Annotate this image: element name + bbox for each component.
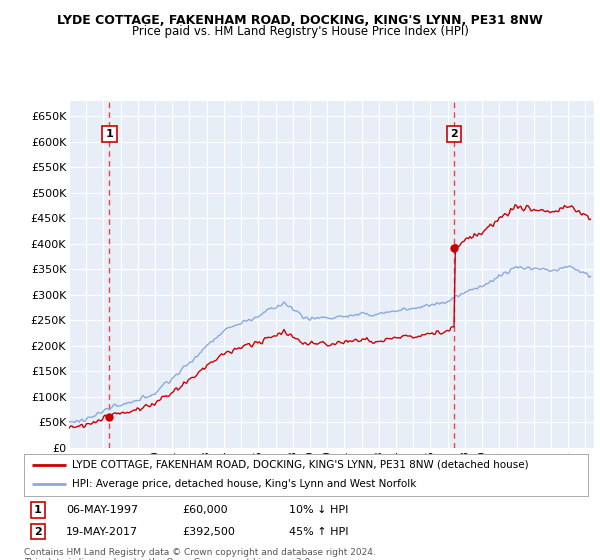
Text: 1: 1 (34, 505, 42, 515)
Text: Price paid vs. HM Land Registry's House Price Index (HPI): Price paid vs. HM Land Registry's House … (131, 25, 469, 38)
Text: HPI: Average price, detached house, King's Lynn and West Norfolk: HPI: Average price, detached house, King… (72, 479, 416, 489)
Text: 2: 2 (34, 527, 42, 536)
Text: £392,500: £392,500 (182, 527, 235, 536)
Text: £60,000: £60,000 (182, 505, 227, 515)
Text: Contains HM Land Registry data © Crown copyright and database right 2024.
This d: Contains HM Land Registry data © Crown c… (24, 548, 376, 560)
Text: 06-MAY-1997: 06-MAY-1997 (66, 505, 139, 515)
Text: 19-MAY-2017: 19-MAY-2017 (66, 527, 139, 536)
Text: 1: 1 (106, 129, 113, 139)
Text: LYDE COTTAGE, FAKENHAM ROAD, DOCKING, KING'S LYNN, PE31 8NW: LYDE COTTAGE, FAKENHAM ROAD, DOCKING, KI… (57, 14, 543, 27)
Text: 45% ↑ HPI: 45% ↑ HPI (289, 527, 349, 536)
Text: 2: 2 (451, 129, 458, 139)
Text: 10% ↓ HPI: 10% ↓ HPI (289, 505, 349, 515)
Text: LYDE COTTAGE, FAKENHAM ROAD, DOCKING, KING'S LYNN, PE31 8NW (detached house): LYDE COTTAGE, FAKENHAM ROAD, DOCKING, KI… (72, 460, 529, 470)
